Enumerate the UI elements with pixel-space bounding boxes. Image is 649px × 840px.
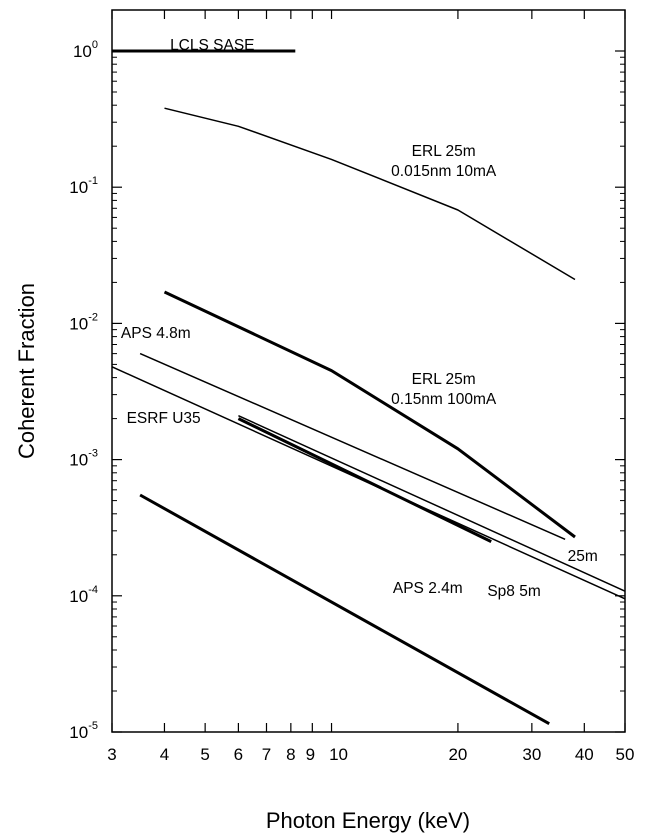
- x-axis-title: Photon Energy (keV): [266, 808, 470, 833]
- tick-labels: 3 4 5 6 7 8 9 10 20 30 40 50 100 10-1 10-2 10-3 10-4 10-5: [69, 39, 634, 764]
- x-tick-label: 5: [200, 745, 209, 764]
- series-line-esrf-u35: [237, 417, 492, 543]
- annotation-aps-48: APS 4.8m: [121, 325, 191, 342]
- series-line-aps-48: [139, 352, 566, 540]
- x-tick-label: 8: [286, 745, 295, 764]
- annotation-erl-015: ERL 25m 0.15nm 100mA: [391, 371, 497, 408]
- annotation-esrf-u35: ESRF U35: [127, 410, 201, 427]
- x-tick-label: 6: [234, 745, 243, 764]
- series-line-erl-0015: [164, 107, 576, 281]
- y-tick-label: 10-2: [69, 311, 98, 333]
- axis-ticks: [111, 9, 626, 733]
- y-tick-label: 10-1: [69, 175, 98, 197]
- x-tick-label: 7: [262, 745, 271, 764]
- plot-frame: [111, 9, 626, 733]
- series-lines: [111, 49, 626, 726]
- x-tick-label: 10: [329, 745, 348, 764]
- y-axis-title: Coherent Fraction: [14, 283, 39, 459]
- y-tick-label: 10-5: [69, 720, 98, 742]
- series-line-aps-24: [139, 493, 550, 726]
- annotation-erl-0015: ERL 25m 0.015nm 10mA: [391, 143, 497, 180]
- annotation-aps-24: APS 2.4m: [393, 580, 463, 597]
- x-tick-label: 4: [160, 745, 169, 764]
- x-tick-label: 30: [522, 745, 541, 764]
- y-tick-label: 10-3: [69, 448, 98, 470]
- series-annotations: LCLS SASE ERL 25m 0.015nm 10mA ERL 25m 0.15n…: [121, 37, 598, 600]
- y-tick-label: 100: [73, 39, 98, 61]
- x-tick-label: 50: [616, 745, 635, 764]
- x-tick-label: 40: [575, 745, 594, 764]
- annotation-aps-25m: 25m: [568, 548, 598, 565]
- series-line-erl-015: [163, 290, 576, 539]
- x-tick-label: 9: [306, 745, 315, 764]
- annotation-sp8-5m: Sp8 5m: [487, 583, 540, 600]
- y-tick-label: 10-4: [69, 584, 98, 606]
- series-line-aps-25m: [238, 415, 626, 592]
- annotation-lcls: LCLS SASE: [170, 37, 254, 54]
- x-tick-label: 20: [448, 745, 467, 764]
- x-tick-label: 3: [107, 745, 116, 764]
